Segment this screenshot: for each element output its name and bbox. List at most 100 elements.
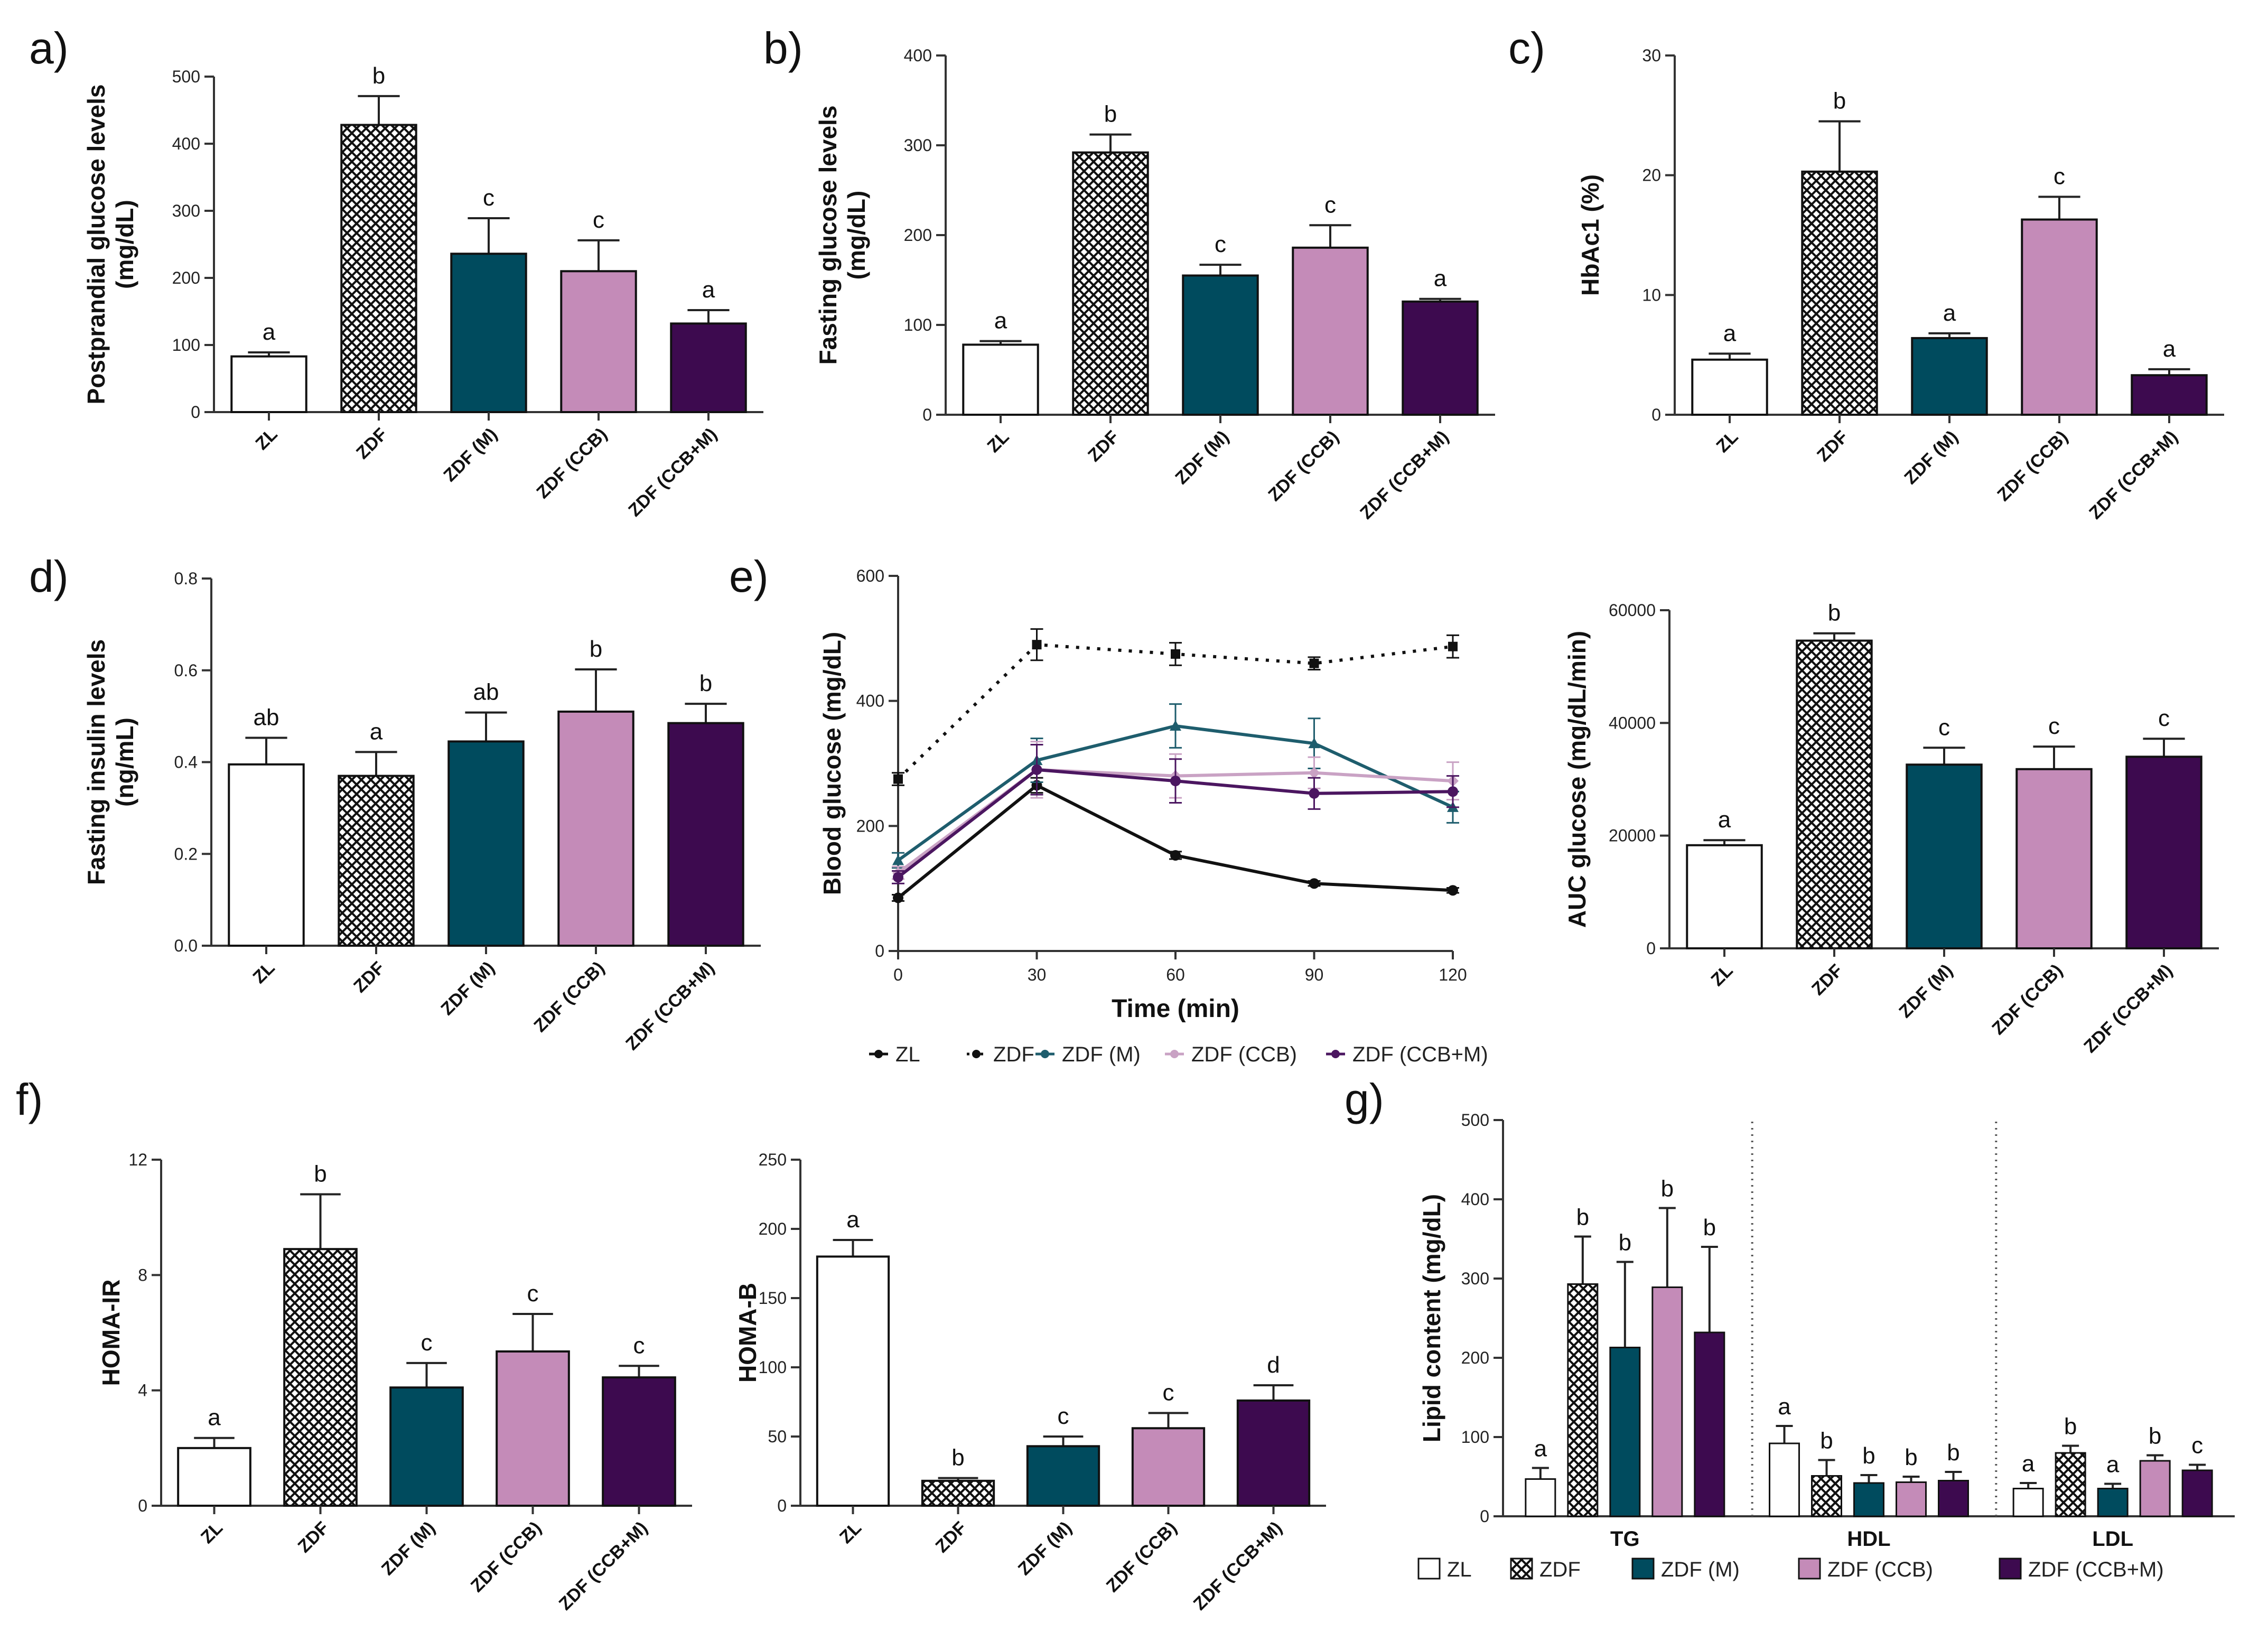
bar-ldl-zdf-ccb-m [2181,1469,2213,1517]
significance-letter: c [593,207,604,233]
panel-e2: 0 20000 40000 60000 AUC glucose (mg/dL/min) a… [1563,600,2219,1057]
bar-zdf-ccb-m [1236,1399,1311,1507]
bar-zdf-ccb-m [2125,756,2202,950]
x-category-label: TG [1610,1527,1640,1551]
x-tick-label: ZDF (M) [437,958,498,1019]
y-tick-label: 0 [1480,1507,1489,1526]
legend-e: ZL ZDF ZDF (M) ZDF (CCB) ZDF (CCB+M) [869,1043,1488,1066]
y-tick-label: 0 [1646,939,1656,958]
x-tick-label: ZDF (CCB) [1103,1518,1181,1596]
panel-label-c: c) [1508,23,1545,73]
y-axis-title: Fasting insulin levels(ng/mL) [82,639,138,885]
x-tick-label: ZDF [1084,427,1123,466]
bar-hdl-zl [1769,1442,1800,1517]
legend-label-zdf-m: ZDF (M) [1661,1558,1740,1581]
bar-hdl-zdf [1811,1475,1842,1517]
y-tick-label: 200 [172,268,200,287]
y-tick-label: 0 [922,405,932,424]
y-tick-label: 300 [1461,1269,1489,1288]
panel-c: c) 0 10 20 30 HbAc1 (%) a ZL b ZDF a ZDF (M) c ZDF (C… [1508,23,2224,523]
significance-letter: a [2022,1451,2035,1477]
y-tick-label: 20 [1642,166,1661,185]
bar-zdf [1072,151,1149,416]
y-tick-label: 400 [856,692,884,711]
x-tick-label: ZDF [352,424,391,463]
bar-zdf-ccb [2021,218,2098,416]
x-axis-title: Time (min) [1112,995,1239,1023]
legend-marker-zdf [972,1050,981,1058]
x-category-label: LDL [2092,1527,2133,1551]
x-tick-label: ZDF (CCB) [1988,960,2066,1039]
bar-zdf [338,775,415,947]
point-zdf-ccb [1308,767,1320,779]
y-tick-label: 500 [172,67,200,86]
bar-zdf-ccb [560,270,637,413]
bar-zl [962,343,1039,416]
x-tick-label: ZDF (M) [1171,427,1233,488]
y-tick-label: 200 [904,226,932,245]
legend-label-zdf-m: ZDF (M) [1062,1043,1141,1066]
significance-letter: b [1862,1443,1875,1469]
y-tick-label: 150 [759,1289,787,1308]
bar-zdf-ccb-m [1402,300,1479,416]
panel-a: a) 0 100 200 300 400 500 Postprandial glucose l… [29,23,763,520]
y-axis-title-line: AUC glucose (mg/dL/min) [1563,631,1591,928]
legend-label-zdf-ccb-m: ZDF (CCB+M) [2028,1558,2164,1581]
bar-zdf-m [450,253,527,413]
significance-letter: b [1576,1205,1589,1230]
significance-letter: c [483,185,494,211]
significance-letter: b [372,63,385,89]
y-tick-label: 100 [759,1358,787,1377]
significance-letter: b [1947,1440,1959,1466]
significance-letter: b [1828,600,1841,626]
point-zdf [1171,649,1180,659]
x-tick-label: ZDF [1813,427,1852,466]
legend-label-zdf-ccb-m: ZDF (CCB+M) [1352,1043,1488,1066]
legend-label-zdf-ccb: ZDF (CCB) [1191,1043,1297,1066]
significance-letter: b [951,1445,964,1471]
x-tick-label: ZDF (CCB+M) [624,424,721,520]
bar-zdf [921,1479,995,1507]
y-tick-label: 0 [191,403,200,422]
significance-letter: a [1718,807,1731,833]
bar-tg-zdf-ccb-m [1694,1331,1725,1517]
bar-zdf-m [1182,274,1259,416]
y-tick-label: 600 [856,566,884,585]
x-tick-label: ZDF (M) [1014,1518,1076,1579]
legend-swatch-zdf-ccb [1798,1558,1821,1580]
point-zdf-ccb-m [893,872,903,883]
significance-letter: b [1820,1428,1833,1454]
x-tick-label: ZDF (CCB) [533,424,611,502]
y-tick-label: 40000 [1609,713,1656,732]
significance-letter: a [1534,1436,1547,1462]
x-tick-label: 0 [893,965,903,984]
legend-marker-zdf-ccb [1170,1050,1179,1058]
y-tick-label: 200 [1461,1348,1489,1367]
panel-b: b) 0 100 200 300 400 Fasting glucose levels(mg… [763,23,1495,523]
significance-letter: c [1938,714,1950,740]
legend-label-zdf: ZDF [993,1043,1034,1066]
bar-zdf-ccb [1131,1427,1206,1507]
y-tick-label: 60000 [1609,601,1656,620]
x-tick-label: 30 [1028,965,1047,984]
bar-zl [230,355,307,414]
y-tick-label: 200 [759,1219,787,1238]
x-tick-label: 90 [1305,965,1324,984]
y-tick-label: 8 [138,1265,147,1284]
significance-letter: a [370,719,383,744]
y-tick-label: 0.2 [174,844,198,863]
x-tick-label: ZDF (M) [1895,960,1956,1022]
bar-zl [1691,358,1768,416]
bar-zdf-m [447,740,525,947]
y-axis-title-line: Fasting insulin levels [82,639,110,885]
x-tick-label: ZDF [350,958,389,997]
significance-letter: b [2149,1423,2161,1449]
bar-ldl-zdf [2055,1452,2086,1517]
panel-f2: 0 50 100 150 200 250 HOMA-B a ZL b ZDF c ZDF (M) c ZDF… [734,1150,1326,1614]
bar-zl [1686,844,1763,950]
panel-label-d: d) [29,552,69,601]
y-tick-label: 0.4 [174,753,198,772]
significance-letter: a [1434,266,1447,292]
panel-f1: f) 0 4 8 12 HOMA-IR a ZL b ZDF c ZDF (M) c ZDF (CCB) c… [16,1075,692,1614]
